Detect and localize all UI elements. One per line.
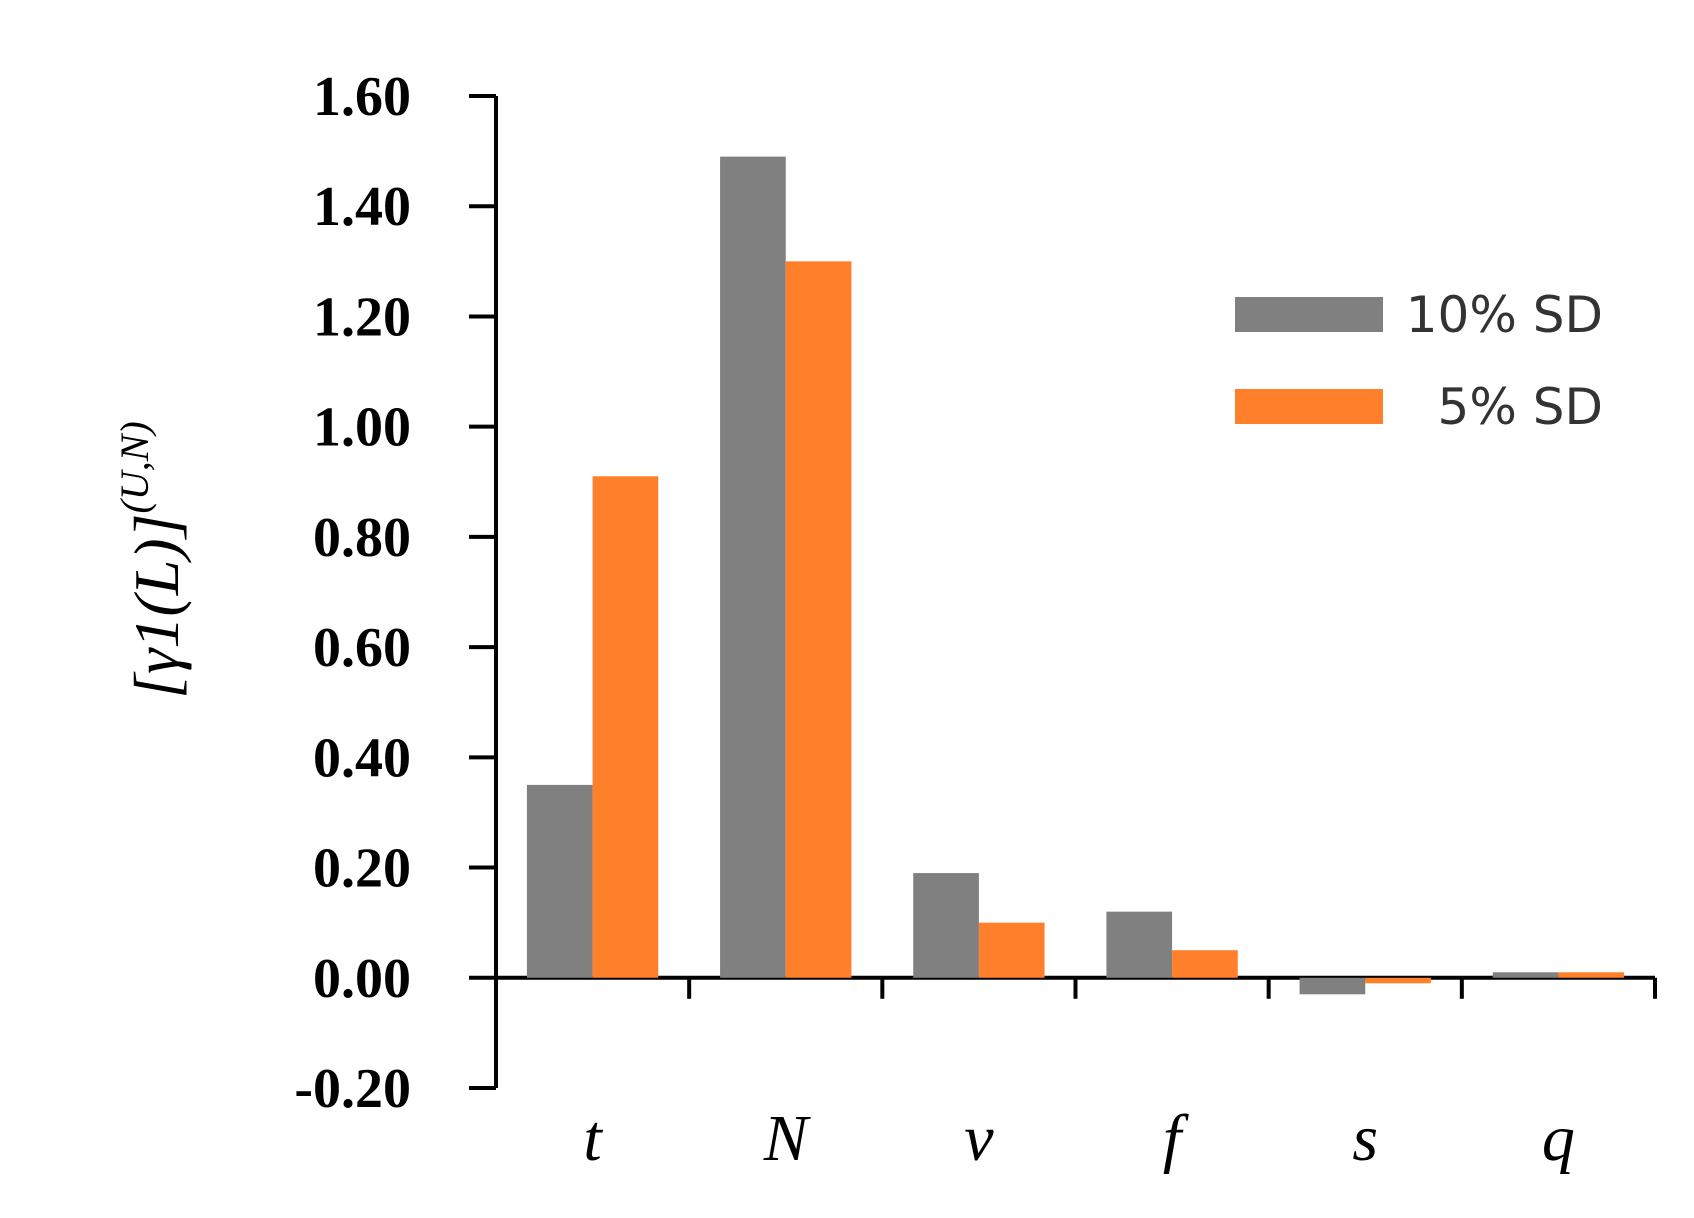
axes: -0.20 0.00 0.20 0.40 0.60 0.80 1.00 1.20 1.40 1.6… (294, 66, 1657, 1175)
x-tick-label: s (1352, 1102, 1378, 1175)
y-tick-label: 1.40 (313, 176, 411, 238)
y-tick-label: 1.60 (313, 66, 411, 128)
bar-sd10-2 (913, 873, 979, 978)
bar-sd10-4 (1299, 977, 1366, 995)
bar-sd5-5 (1558, 972, 1625, 978)
legend-swatch-1 (1235, 389, 1383, 424)
bar-sd10-5 (1492, 972, 1559, 978)
bar-sd10-3 (1106, 911, 1173, 978)
bars (526, 156, 1625, 995)
y-tick-label: 1.20 (313, 286, 411, 348)
x-tick-label: ν (964, 1102, 994, 1175)
x-tick-label: N (763, 1102, 812, 1175)
y-axis-title: [γ1(L)](U,N) (112, 421, 192, 698)
legend: 10% SD 5% SD (1235, 286, 1603, 436)
bar-sd10-0 (526, 784, 593, 978)
legend-label-0: 10% SD (1406, 286, 1603, 344)
bar-sd5-2 (978, 922, 1045, 978)
y-tick-label: 0.40 (313, 727, 411, 789)
x-tick-label: q (1542, 1102, 1575, 1175)
legend-swatch-0 (1235, 297, 1383, 332)
x-tick-label: t (583, 1102, 603, 1175)
bar-sd5-3 (1172, 950, 1238, 978)
bar-sd5-4 (1365, 977, 1431, 984)
y-tick-label: 0.60 (313, 617, 411, 679)
bar-sd10-1 (720, 156, 786, 978)
y-tick-label: -0.20 (294, 1058, 411, 1120)
y-tick-label: 0.80 (313, 507, 411, 569)
x-tick-label: f (1163, 1102, 1189, 1175)
legend-label-1: 5% SD (1438, 378, 1603, 436)
y-tick-label: 1.00 (313, 397, 411, 459)
bar-sd5-0 (592, 476, 659, 978)
bar-sd5-1 (785, 261, 852, 978)
y-axis-label: [γ1(L)](U,N) (112, 421, 192, 698)
y-tick-label: 0.20 (313, 838, 411, 900)
y-tick-label: 0.00 (313, 948, 411, 1010)
